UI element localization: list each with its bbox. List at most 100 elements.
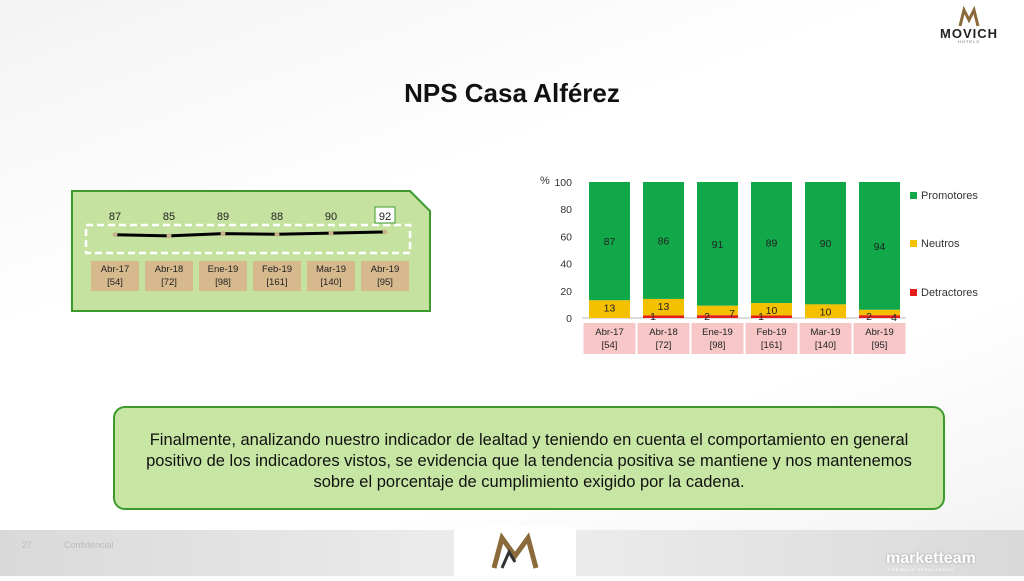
detractores-value-label: 1 [650,311,656,323]
promotores-value-label: 86 [658,235,670,247]
nps-category-box [145,261,193,291]
conclusion-box: Finalmente, analizando nuestro indicador… [113,406,945,510]
sample-size-label: [95] [872,340,888,351]
page-number: 27 [22,540,33,550]
nps-line [114,230,386,238]
bar-neutros [751,303,792,317]
legend-swatch [910,240,917,247]
nps-trend-chart: 87 Abr-17 [54] 85 Abr-18 [72] 89 Ene-19 [98] 88 Fe… [71,190,431,312]
nps-value-label: 92 [379,211,391,223]
sample-size-label: [98] [710,340,726,351]
nps-point [166,233,172,239]
legend-swatch [910,289,917,296]
neutros-value-label: 4 [891,312,897,324]
x-tick-label: Abr-19 [865,327,894,338]
nps-sample-label: [161] [266,277,287,288]
nps-distribution-chart: % 0 20 40 60 80 100 87 13 Abr-17 [54] 86 13 1 Abr-18[… [530,166,1020,360]
bar-neutros [643,298,684,317]
y-tick-label: 20 [560,286,572,298]
y-tick-label: 100 [554,177,572,189]
nps-category-box [199,261,247,291]
y-axis-label: % [540,175,550,187]
bar-promotores [697,182,738,306]
nps-value-label: 85 [163,211,175,223]
movich-logo-mark [958,5,980,27]
nps-category-box [91,261,139,291]
nps-point [382,229,388,235]
legend-swatch [910,192,917,199]
stacked-bar-chart: % 0204060801008713Abr-17[54]86131Abr-18[… [540,175,978,354]
detractores-value-label: 2 [704,311,710,323]
bar-promotores [589,182,630,301]
promotores-value-label: 89 [766,238,778,250]
nps-sample-label: [72] [161,277,177,288]
nps-value-label: 87 [109,211,121,223]
nps-value-label: 90 [325,211,337,223]
nps-category-box [361,261,409,291]
page-title: NPS Casa Alférez [404,78,620,108]
y-tick-label: 60 [560,231,572,243]
nps-point [112,232,118,238]
sample-size-label: [140] [815,340,836,351]
footer-logo-area [454,526,576,576]
nps-sample-label: [95] [377,277,393,288]
nps-category-label: Ene-19 [208,264,239,275]
x-tick-label: Abr-17 [595,327,624,338]
promotores-value-label: 94 [874,241,886,253]
nps-highlight-box [374,206,396,224]
nps-value-label: 88 [271,211,283,223]
nps-sample-label: [54] [107,277,123,288]
y-tick-label: 0 [566,313,572,325]
neutros-value-label: 13 [604,302,616,314]
marketteam-brand-sub: CREAMOS RESULTADOS [888,567,954,572]
nps-category-label: Abr-18 [155,264,184,275]
legend-label: Promotores [921,190,978,202]
nps-category-label: Abr-17 [101,264,130,275]
detractores-value-label: 1 [758,311,764,323]
category-label-box [691,323,744,354]
bar-neutros [697,305,738,316]
bar-detractores [697,315,738,318]
nps-category-label: Feb-19 [262,264,292,275]
nps-category-box [307,261,355,291]
nps-sample-label: [98] [215,277,231,288]
nps-category-label: Abr-19 [371,264,400,275]
neutros-value-label: 10 [820,306,832,318]
marketteam-brand: marketteam [886,550,976,567]
bar-promotores [805,182,846,305]
bar-promotores [643,182,684,299]
neutros-value-label: 13 [658,301,670,313]
category-label-box [583,323,636,354]
bar-detractores [751,315,792,318]
nps-trend-panel: 87 Abr-17 [54] 85 Abr-18 [72] 89 Ene-19 [98] 88 Fe… [70,189,432,313]
bar-neutros [805,304,846,318]
sample-size-label: [161] [761,340,782,351]
neutros-value-label: 10 [766,305,778,317]
x-tick-label: Ene-19 [702,327,733,338]
movich-logo: MOVICH HOTELS [938,5,1000,44]
promotores-value-label: 87 [604,236,616,248]
nps-category-label: Mar-19 [316,264,346,275]
nps-sample-label: [140] [320,277,341,288]
legend-label: Detractores [921,287,978,299]
bar-detractores [643,315,684,318]
confidential-label: Confidencial [64,540,114,550]
nps-category-box [253,261,301,291]
x-tick-label: Mar-19 [810,327,840,338]
promotores-value-label: 91 [712,239,724,251]
nps-point [220,231,226,237]
legend-label: Neutros [921,238,960,250]
nps-point [328,230,334,236]
neutros-value-label: 7 [729,308,735,320]
sample-size-label: [72] [656,340,672,351]
footer-logo-mark [491,532,539,569]
y-tick-label: 40 [560,259,572,271]
bar-neutros [859,309,900,316]
y-tick-label: 80 [560,204,572,216]
sample-size-label: [54] [602,340,618,351]
category-label-box [853,323,906,354]
bar-detractores [859,315,900,318]
bar-promotores [859,182,900,310]
detractores-value-label: 2 [866,311,872,323]
nps-point [274,231,280,237]
